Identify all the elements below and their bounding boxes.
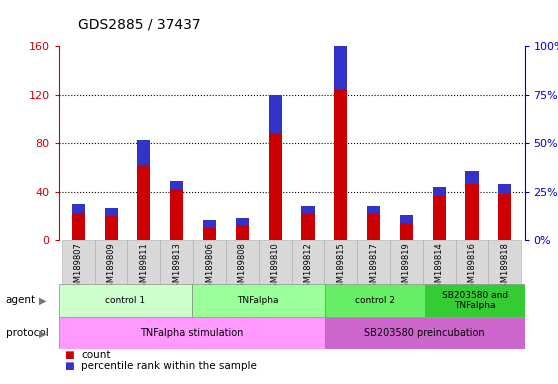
Bar: [367, 205, 380, 214]
Bar: [325, 317, 525, 349]
Text: agent: agent: [6, 295, 36, 305]
Text: GSM189816: GSM189816: [468, 242, 477, 293]
Text: GSM189811: GSM189811: [140, 242, 148, 293]
Text: GSM189813: GSM189813: [172, 242, 181, 293]
Bar: [137, 140, 151, 165]
Text: GSM189809: GSM189809: [107, 242, 116, 293]
Bar: [425, 284, 525, 317]
Bar: [268, 94, 282, 133]
Bar: [324, 240, 357, 284]
Text: GSM189810: GSM189810: [271, 242, 280, 293]
Bar: [170, 189, 183, 240]
Bar: [203, 220, 216, 228]
Text: GSM189818: GSM189818: [501, 242, 509, 293]
Text: protocol: protocol: [6, 328, 49, 338]
Bar: [390, 240, 423, 284]
Bar: [259, 240, 291, 284]
Bar: [192, 284, 325, 317]
Bar: [334, 17, 347, 88]
Text: ▶: ▶: [39, 328, 46, 338]
Text: GSM189817: GSM189817: [369, 242, 378, 293]
Text: TNFalpha stimulation: TNFalpha stimulation: [140, 328, 243, 338]
Text: GSM189815: GSM189815: [336, 242, 345, 293]
Bar: [203, 228, 216, 240]
Bar: [465, 170, 479, 184]
Text: control 1: control 1: [105, 296, 145, 305]
Text: ■: ■: [64, 361, 74, 371]
Text: SB203580 and
TNFalpha: SB203580 and TNFalpha: [441, 291, 508, 310]
Bar: [488, 240, 521, 284]
Text: GSM189812: GSM189812: [304, 242, 312, 293]
Bar: [127, 240, 160, 284]
Bar: [423, 240, 456, 284]
Bar: [59, 284, 192, 317]
Text: GSM189807: GSM189807: [74, 242, 83, 293]
Bar: [465, 184, 479, 240]
Bar: [268, 133, 282, 240]
Bar: [400, 223, 413, 240]
Bar: [160, 240, 193, 284]
Bar: [291, 240, 324, 284]
Bar: [62, 240, 95, 284]
Bar: [72, 204, 85, 214]
Text: GSM189806: GSM189806: [205, 242, 214, 293]
Text: SB203580 preincubation: SB203580 preincubation: [364, 328, 485, 338]
Text: GSM189808: GSM189808: [238, 242, 247, 293]
Bar: [59, 317, 325, 349]
Text: GSM189814: GSM189814: [435, 242, 444, 293]
Bar: [137, 165, 151, 240]
Bar: [226, 240, 259, 284]
Bar: [432, 196, 446, 240]
Bar: [170, 181, 183, 189]
Bar: [498, 194, 511, 240]
Bar: [334, 88, 347, 240]
Text: control 2: control 2: [355, 296, 395, 305]
Bar: [301, 205, 315, 214]
Bar: [236, 225, 249, 240]
Bar: [498, 184, 511, 194]
Text: GSM189819: GSM189819: [402, 242, 411, 293]
Text: TNFalpha: TNFalpha: [238, 296, 279, 305]
Bar: [193, 240, 226, 284]
Bar: [104, 216, 118, 240]
Text: count: count: [81, 350, 110, 360]
Bar: [301, 214, 315, 240]
Bar: [432, 187, 446, 196]
Text: ▶: ▶: [39, 295, 46, 305]
Bar: [72, 214, 85, 240]
Bar: [357, 240, 390, 284]
Bar: [95, 240, 127, 284]
Text: ■: ■: [64, 350, 74, 360]
Bar: [104, 208, 118, 216]
Bar: [456, 240, 488, 284]
Bar: [367, 214, 380, 240]
Text: GDS2885 / 37437: GDS2885 / 37437: [78, 17, 201, 31]
Bar: [325, 284, 425, 317]
Text: percentile rank within the sample: percentile rank within the sample: [81, 361, 257, 371]
Bar: [236, 218, 249, 225]
Bar: [400, 215, 413, 223]
